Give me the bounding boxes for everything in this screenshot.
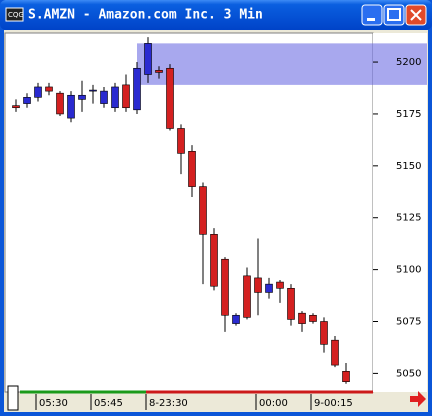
candle-body [166,67,174,129]
candle-body [254,277,262,293]
candle-body [155,70,163,73]
x-tick-label: 9-00:15 [314,398,353,409]
title-bar [0,0,432,30]
candle-body [89,89,97,92]
candle-body [188,151,196,187]
window-title: S.AMZN - Amazon.com Inc. 3 Min [28,8,263,23]
candle-body [111,86,119,109]
candle-body [23,97,31,104]
highlight-band [137,43,427,85]
candle-body [243,275,251,318]
candle-body [287,287,295,320]
candle-body [320,321,328,345]
candle-body [199,186,207,235]
candle-body [100,90,108,104]
x-tick-label: 00:00 [259,398,288,409]
y-tick-label: 5200 [396,57,421,68]
candle-body [45,86,53,92]
candle-body [276,281,284,289]
candle-body [133,67,141,111]
close-button[interactable] [405,4,427,26]
plot-area [4,32,374,393]
candle-body [331,339,339,366]
x-tick-label: 8-23:30 [149,398,188,409]
candle-body [122,84,130,109]
candle-body [78,94,86,100]
app-icon[interactable] [5,7,24,22]
candle-body [232,314,240,324]
y-tick-label: 5175 [396,109,421,120]
candle-body [67,94,75,119]
candle-body [12,105,20,109]
candle-body [56,92,64,115]
y-tick-label: 5150 [396,161,421,172]
candle-body [177,128,185,154]
candle-body [342,371,350,382]
y-tick-label: 5075 [396,317,421,328]
maximize-button[interactable] [383,4,405,26]
x-tick-label: 05:30 [39,398,68,409]
candle-body [265,283,273,293]
price-axis [373,33,427,392]
y-tick-label: 5125 [396,213,421,224]
minimize-button[interactable] [361,4,383,26]
scroll-box[interactable] [7,385,19,411]
candle-body [309,314,317,322]
app-icon-glyph: CQG [8,11,24,19]
candle-body [34,86,42,98]
candle-body [298,312,306,324]
candle-body [144,43,152,75]
y-tick-label: 5100 [396,265,421,276]
x-tick-label: 05:45 [94,398,123,409]
candle-body [210,234,218,287]
candle-body [221,258,229,316]
scroll-right-arrow[interactable] [410,391,426,407]
y-tick-label: 5050 [396,368,421,379]
